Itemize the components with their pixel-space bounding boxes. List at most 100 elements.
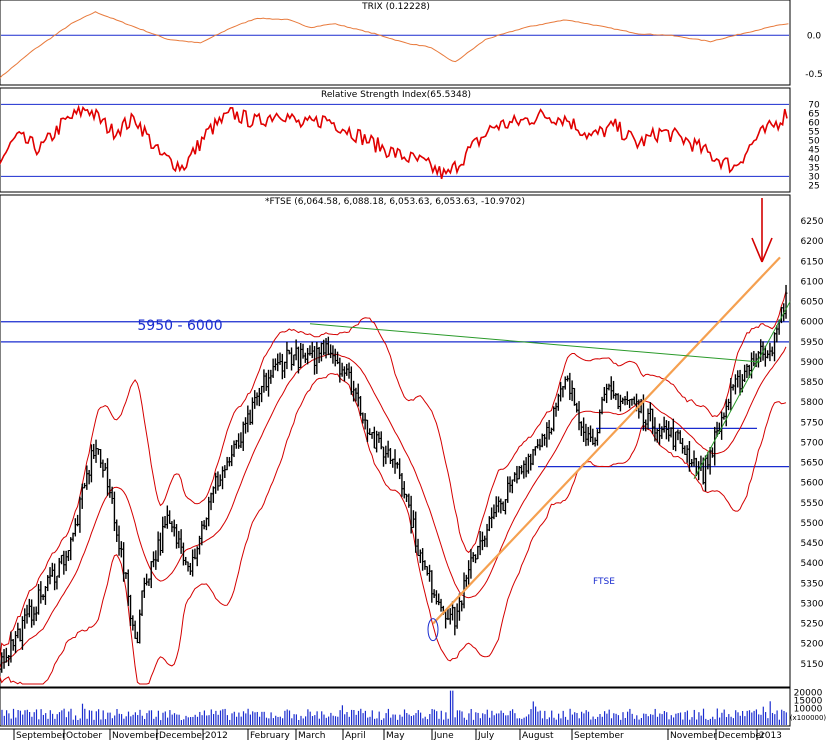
price-bar	[612, 380, 616, 399]
price-plot: 6250 6200 6150 6100 6050 6000 5950 5900 5850 5800…	[0, 198, 824, 685]
trix-title: TRIX (0.12228)	[361, 2, 430, 12]
price-bar	[39, 581, 43, 604]
price-bar	[211, 486, 215, 503]
price-bar	[423, 560, 427, 570]
price-bar	[106, 458, 110, 496]
price-bar	[605, 383, 609, 404]
price-bar	[524, 457, 528, 478]
price-bar	[784, 284, 788, 319]
price-bar	[644, 419, 648, 432]
x-tick-label: December	[718, 731, 765, 740]
price-bar	[421, 548, 425, 571]
price-bar	[531, 448, 535, 466]
price-bar	[733, 374, 737, 395]
price-bar	[671, 418, 675, 450]
price-bar	[729, 378, 733, 411]
price-bar	[437, 593, 441, 606]
price-bar	[99, 449, 103, 468]
price-bar	[595, 429, 599, 446]
price-bar	[246, 405, 250, 433]
price-bar	[395, 461, 399, 469]
price-bar	[244, 417, 248, 434]
price-bar	[117, 525, 121, 556]
price-bar	[467, 560, 471, 587]
price-bar	[384, 445, 388, 465]
price-bar	[287, 349, 291, 355]
axes: September October November December 2012 Febr…	[0, 728, 790, 740]
price-bar	[363, 413, 367, 430]
price-bar	[405, 493, 409, 503]
price-bar	[499, 498, 503, 514]
price-bar	[207, 496, 211, 527]
uptrend-line	[432, 256, 781, 625]
price-tick-label: 5650	[801, 459, 824, 469]
price-bar	[674, 431, 678, 452]
price-bar	[513, 472, 517, 482]
price-bar	[471, 552, 475, 563]
price-bar	[398, 458, 402, 480]
price-bar	[476, 545, 480, 560]
rsi-tick-label: 40	[808, 154, 820, 164]
price-bar	[292, 354, 296, 366]
price-bar	[2, 649, 6, 669]
rsi-line	[0, 104, 788, 180]
price-bar	[43, 586, 47, 605]
x-tick-label: September	[574, 731, 624, 740]
price-bar	[589, 425, 593, 443]
price-tick-label: 5900	[801, 358, 824, 368]
price-bar	[377, 431, 381, 443]
price-bar	[609, 376, 613, 400]
price-bar	[370, 432, 374, 439]
price-bar	[283, 361, 287, 378]
price-bar	[250, 397, 254, 425]
price-tick-label: 5350	[801, 579, 824, 589]
price-bar	[57, 557, 61, 578]
price-bar	[623, 396, 627, 406]
price-bar	[253, 390, 257, 409]
price-bar	[149, 561, 153, 589]
price-bar	[145, 573, 149, 586]
price-bar	[543, 433, 547, 446]
price-tick-label: 5300	[801, 599, 824, 609]
x-tick-label: May	[386, 731, 405, 740]
trix-tick-label: 0.0	[807, 31, 822, 41]
price-bar	[64, 550, 68, 572]
price-bar	[306, 347, 310, 365]
price-bar	[685, 445, 689, 463]
rsi-tick-label: 35	[808, 163, 819, 173]
price-bar	[400, 473, 404, 497]
price-bar	[195, 546, 199, 567]
bollinger-upper	[0, 290, 787, 663]
price-bar	[651, 408, 655, 435]
price-bar	[92, 443, 96, 459]
price-bar	[115, 519, 119, 542]
price-bar	[221, 466, 225, 490]
price-bar	[418, 549, 422, 564]
price-bar	[237, 433, 241, 449]
price-bar	[485, 523, 489, 548]
price-bar	[303, 352, 307, 363]
trix-panel	[0, 0, 791, 86]
price-bar	[678, 430, 682, 444]
price-bar	[770, 346, 774, 357]
price-bar	[329, 344, 333, 359]
price-bar	[27, 598, 31, 618]
price-bar	[241, 421, 245, 452]
price-bar	[267, 369, 271, 397]
x-tick-label: October	[66, 731, 102, 740]
price-bar	[37, 584, 41, 615]
price-bar	[73, 518, 77, 537]
rsi-panel	[0, 87, 791, 193]
price-bar	[545, 422, 549, 448]
price-bar	[388, 448, 392, 464]
volume-tick-label: 10000	[794, 705, 823, 715]
price-bar	[731, 384, 735, 391]
price-bar	[572, 387, 576, 406]
volume-panel	[0, 687, 791, 727]
price-bar	[478, 531, 482, 556]
price-bar	[260, 385, 264, 403]
rsi-tick-label: 65	[808, 109, 819, 119]
price-bar	[87, 469, 91, 485]
price-bar	[285, 341, 289, 370]
price-bar	[209, 492, 213, 511]
